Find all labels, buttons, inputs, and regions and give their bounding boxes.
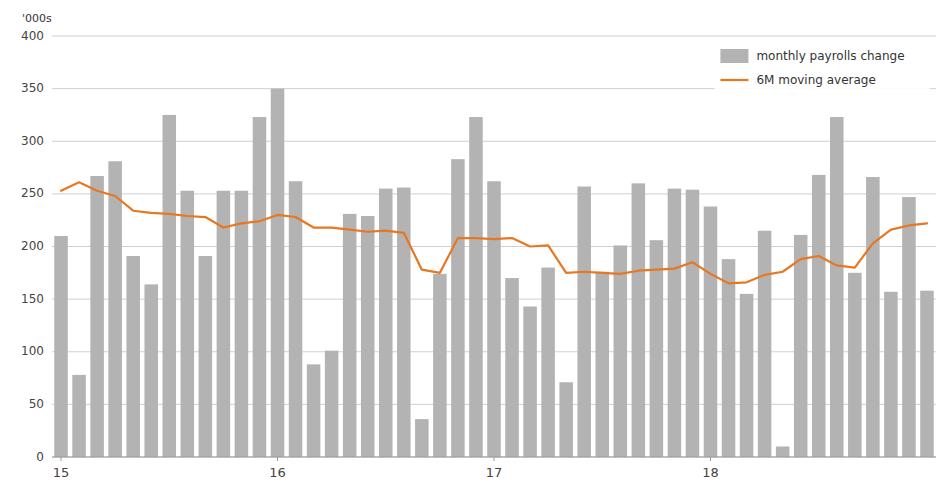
grid-line — [52, 36, 936, 37]
bar — [902, 197, 916, 457]
marks — [54, 89, 933, 457]
bar — [505, 278, 519, 457]
x-tick — [277, 457, 278, 461]
bar — [253, 117, 267, 457]
legend-swatch — [720, 49, 748, 63]
bar — [523, 306, 537, 457]
bar — [740, 294, 754, 457]
x-tick-label: 15 — [53, 465, 70, 480]
bar — [866, 177, 880, 457]
bar — [379, 189, 393, 457]
legend-swatch — [720, 79, 748, 81]
bar — [595, 272, 609, 457]
bar — [72, 375, 86, 457]
bar — [271, 89, 285, 457]
chart: 0 50 100 150 200 250 300 350 400 15 16 17 18 '000s mon… — [0, 0, 952, 491]
bar — [397, 188, 411, 457]
bar — [181, 191, 195, 457]
line — [61, 182, 927, 283]
bar — [776, 446, 790, 457]
legend-label: monthly payrolls change — [756, 49, 904, 63]
bar — [794, 235, 808, 457]
grid — [52, 36, 936, 457]
legend-background — [714, 40, 930, 96]
y-tick-label: 250 — [21, 186, 44, 200]
x-tick — [61, 457, 62, 461]
legend: monthly payrolls change 6M moving average — [714, 40, 930, 96]
grid-line — [52, 141, 936, 142]
bar — [90, 176, 104, 457]
bar — [415, 419, 429, 457]
bar — [144, 284, 158, 457]
y-tick-label: 100 — [21, 344, 44, 358]
y-axis-label: '000s — [22, 12, 52, 25]
x-tick — [494, 457, 495, 461]
bar — [325, 351, 339, 457]
bar — [108, 161, 122, 457]
bar — [704, 207, 718, 457]
bar — [668, 189, 682, 457]
bar — [920, 291, 934, 457]
bar — [758, 231, 772, 457]
y-tick-label: 0 — [36, 450, 44, 464]
x-tick-label: 18 — [702, 465, 719, 480]
bar — [848, 273, 862, 457]
y-tick-label: 400 — [21, 29, 44, 43]
bar — [686, 190, 700, 457]
bar — [433, 274, 447, 457]
bar — [451, 159, 465, 457]
bar — [217, 191, 231, 457]
bar — [650, 240, 664, 457]
bar — [541, 268, 555, 457]
bar — [614, 245, 628, 457]
bar — [487, 181, 501, 457]
y-tick-label: 350 — [21, 81, 44, 95]
bar — [163, 115, 177, 457]
x-tick — [710, 457, 711, 461]
bar — [126, 256, 140, 457]
bar — [577, 187, 591, 457]
y-tick-label: 50 — [29, 397, 44, 411]
bar — [559, 382, 573, 457]
bar — [199, 256, 213, 457]
bar — [307, 364, 321, 457]
bar — [884, 292, 898, 457]
x-tick-label: 17 — [486, 465, 503, 480]
x-tick-label: 16 — [269, 465, 286, 480]
bar — [469, 117, 483, 457]
bar — [54, 236, 68, 457]
bar — [632, 183, 646, 457]
bar — [722, 259, 736, 457]
y-tick-label: 200 — [21, 239, 44, 253]
bar — [289, 181, 303, 457]
bar — [343, 214, 357, 457]
legend-label: 6M moving average — [756, 73, 875, 87]
bar — [812, 175, 826, 457]
y-tick-label: 150 — [21, 292, 44, 306]
y-tick-label: 300 — [21, 134, 44, 148]
bar — [830, 117, 844, 457]
bar — [235, 191, 249, 457]
bar — [361, 216, 375, 457]
